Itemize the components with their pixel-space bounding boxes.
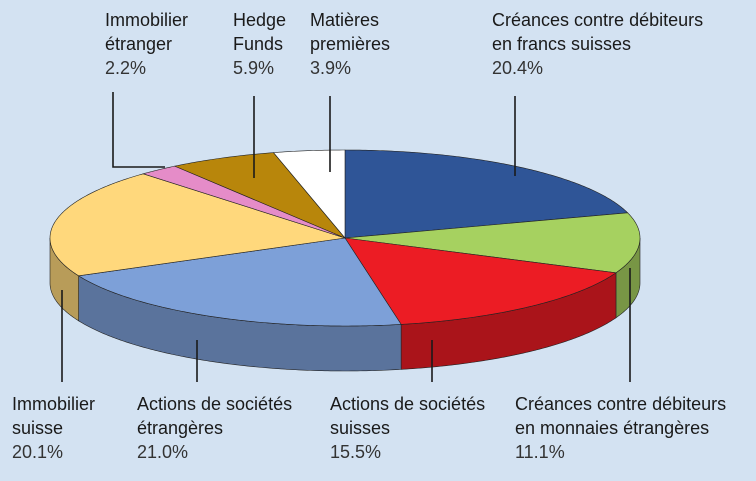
value-label: 5.9% (233, 58, 275, 78)
value-label: 15.5% (330, 442, 382, 462)
value-label: 21.0% (137, 442, 189, 462)
slice-label: Hedge Funds 5.9% (233, 8, 303, 80)
leader-line (112, 92, 165, 168)
category-name: Matières premières (310, 10, 391, 54)
value-label: 20.1% (12, 442, 64, 462)
category-name: Actions de sociétés étrangères (137, 394, 293, 438)
category-name: Immobilier suisse (12, 394, 96, 438)
slice (344, 149, 629, 239)
slice (173, 152, 346, 239)
category-name: Actions de sociétés suisses (330, 394, 486, 438)
slice-label: Matières premières 3.9% (310, 8, 410, 80)
value-label: 11.1% (515, 442, 565, 462)
slice-label: Actions de sociétés étrangères 21.0% (137, 392, 317, 464)
category-name: Hedge Funds (233, 10, 287, 54)
category-name: Créances contre débiteurs en monnaies ét… (515, 394, 727, 438)
slice-label: Immobilier suisse 20.1% (12, 392, 112, 464)
value-label: 3.9% (310, 58, 352, 78)
slice (77, 237, 402, 327)
slice (344, 212, 641, 274)
slice-label: Actions de sociétés suisses 15.5% (330, 392, 510, 464)
slice-label: Créances contre débiteurs en monnaies ét… (515, 392, 751, 464)
slice (344, 237, 617, 325)
category-name: Immobilier étranger (105, 10, 189, 54)
slice (142, 165, 346, 239)
slice (272, 149, 346, 239)
slice-label: Immobilier étranger 2.2% (105, 8, 205, 80)
value-label: 2.2% (105, 58, 147, 78)
value-label: 20.4% (492, 58, 544, 78)
slice (49, 173, 346, 277)
category-name: Créances contre débiteurs en francs suis… (492, 10, 704, 54)
slice-label: Créances contre débiteurs en francs suis… (492, 8, 728, 80)
